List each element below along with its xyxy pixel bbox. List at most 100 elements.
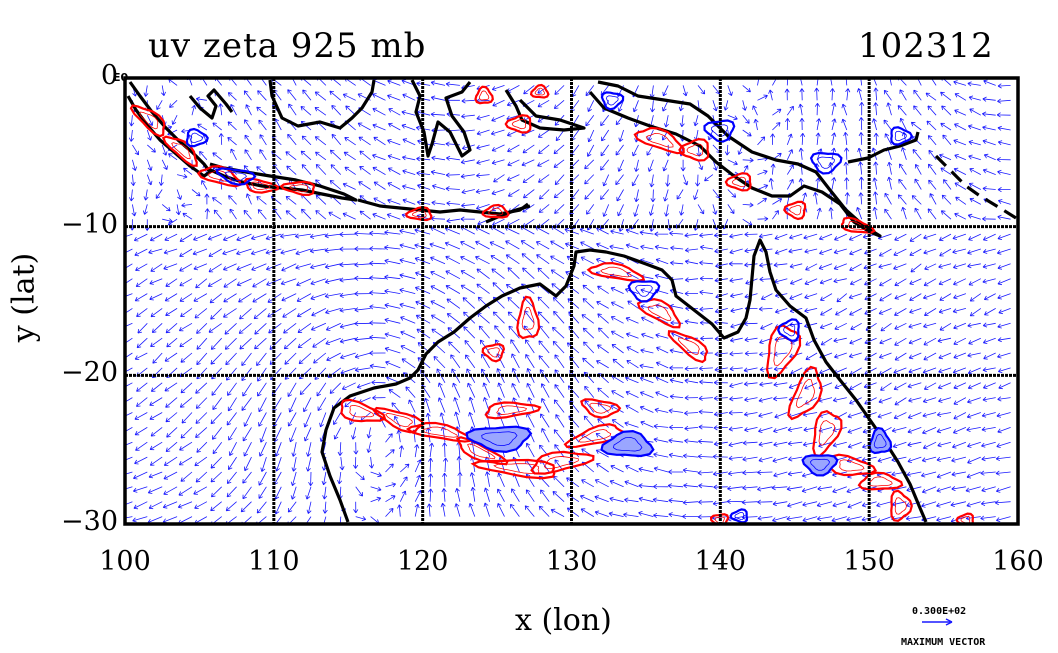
wind-vector (774, 248, 788, 255)
wind-vector (828, 207, 834, 220)
wind-vector (461, 113, 475, 119)
positive-vorticity-contour (279, 180, 315, 197)
wind-vector (698, 483, 713, 489)
wind-vector (496, 368, 505, 383)
wind-vector (526, 382, 535, 398)
wind-vector (580, 241, 594, 250)
wind-vector (340, 367, 356, 375)
wind-vector (752, 105, 758, 116)
wind-vector (297, 322, 312, 333)
wind-vector (758, 306, 773, 312)
wind-vector (168, 153, 178, 161)
wind-vector (373, 197, 386, 205)
wind-vector (898, 178, 907, 190)
wind-vector (431, 184, 446, 190)
wind-vector (742, 114, 750, 124)
wind-vector (555, 129, 565, 142)
wind-vector (468, 502, 476, 517)
wind-vector (505, 284, 520, 294)
wind-vector (319, 412, 327, 428)
wind-vector (820, 308, 833, 316)
wind-vector (943, 179, 952, 190)
wind-vector (726, 498, 743, 505)
wind-vector (774, 412, 788, 419)
inner-contour (847, 221, 867, 230)
wind-vector (177, 501, 193, 509)
wind-vector (616, 189, 624, 202)
wind-vector (491, 268, 505, 280)
wind-vector (129, 219, 135, 231)
wind-vector (211, 367, 222, 380)
wind-vector (477, 312, 490, 324)
inner-contour (385, 413, 413, 428)
wind-vector (385, 508, 394, 517)
wind-vector (194, 308, 208, 319)
wind-vector (923, 337, 937, 346)
wind-vector (476, 268, 490, 280)
wind-vector (997, 214, 1011, 220)
wind-vector (224, 337, 237, 350)
wind-vector (387, 79, 401, 86)
wind-vector (634, 159, 640, 172)
wind-vector (388, 389, 401, 398)
wind-vector (872, 206, 878, 220)
wind-vector (996, 157, 1011, 163)
positive-vorticity-contour (504, 114, 532, 134)
wind-vector (579, 227, 594, 235)
wind-vector (997, 322, 1011, 329)
wind-vector (610, 316, 624, 324)
wind-vector (894, 397, 907, 406)
wind-vector (310, 278, 327, 286)
wind-vector (967, 81, 981, 87)
wind-vector (743, 411, 758, 417)
wind-vector (274, 486, 282, 500)
positive-vorticity-contour (787, 365, 823, 421)
wind-vector (384, 288, 401, 294)
wind-vector (223, 278, 237, 288)
wind-vector (339, 322, 356, 329)
wind-vector (679, 115, 685, 128)
wind-vector (298, 352, 312, 365)
positive-vorticity-contour (340, 398, 387, 423)
wind-vector (128, 129, 135, 142)
wind-vector (511, 488, 520, 502)
wind-vector (208, 322, 222, 333)
wind-vector (226, 471, 237, 484)
wind-vector (789, 233, 803, 240)
wind-vector (813, 192, 819, 205)
wind-vector (741, 514, 758, 520)
wind-vector (845, 88, 851, 101)
wind-vector (243, 209, 252, 220)
wind-vector (819, 278, 833, 285)
wind-vector (846, 486, 862, 494)
wind-vector (199, 151, 208, 161)
wind-vector (552, 340, 565, 354)
wind-vector (339, 262, 356, 268)
wind-vector (492, 311, 505, 324)
wind-vector (433, 356, 446, 369)
wind-vector (654, 244, 669, 250)
wind-vector (526, 473, 535, 488)
wind-vector (476, 144, 490, 150)
wind-vector (584, 400, 595, 413)
wind-vector (712, 471, 728, 477)
wind-vector (315, 194, 327, 205)
wind-vector (844, 147, 850, 160)
wind-vector (953, 139, 967, 146)
positive-vorticity-contour (840, 216, 876, 234)
wind-vector (155, 189, 163, 199)
wind-vector (894, 322, 907, 330)
wind-vector (849, 278, 862, 286)
wind-vector (195, 382, 208, 394)
wind-vector (430, 256, 446, 265)
wind-vector (653, 452, 669, 458)
wind-vector (218, 103, 224, 116)
wind-vector (470, 441, 476, 458)
wind-vector (700, 244, 713, 250)
inner-contour (207, 170, 232, 183)
wind-vector (670, 245, 684, 251)
reference-vector-label: MAXIMUM VECTOR (901, 637, 986, 648)
wind-vector (287, 89, 297, 101)
wind-vector (847, 412, 862, 419)
wind-vector (714, 351, 728, 357)
